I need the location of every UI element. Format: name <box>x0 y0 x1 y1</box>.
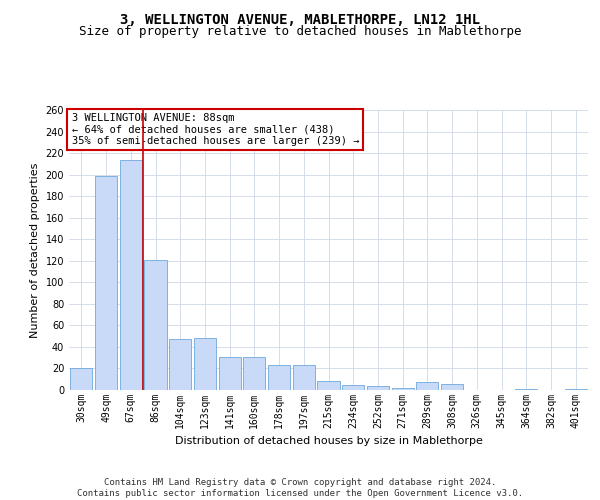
Y-axis label: Number of detached properties: Number of detached properties <box>30 162 40 338</box>
Bar <box>317 382 340 390</box>
Text: 3 WELLINGTON AVENUE: 88sqm
← 64% of detached houses are smaller (438)
35% of sem: 3 WELLINGTON AVENUE: 88sqm ← 64% of deta… <box>71 113 359 146</box>
Bar <box>392 388 414 390</box>
Bar <box>145 260 167 390</box>
Bar <box>293 365 315 390</box>
Text: Contains HM Land Registry data © Crown copyright and database right 2024.
Contai: Contains HM Land Registry data © Crown c… <box>77 478 523 498</box>
Text: 3, WELLINGTON AVENUE, MABLETHORPE, LN12 1HL: 3, WELLINGTON AVENUE, MABLETHORPE, LN12 … <box>120 12 480 26</box>
Bar <box>268 365 290 390</box>
Bar <box>416 382 439 390</box>
Bar <box>565 389 587 390</box>
Bar <box>218 356 241 390</box>
Bar <box>119 160 142 390</box>
Bar <box>70 368 92 390</box>
Bar <box>95 176 117 390</box>
Bar <box>441 384 463 390</box>
Bar <box>515 389 538 390</box>
Bar <box>243 356 265 390</box>
X-axis label: Distribution of detached houses by size in Mablethorpe: Distribution of detached houses by size … <box>175 436 482 446</box>
Bar <box>342 384 364 390</box>
Bar <box>194 338 216 390</box>
Bar <box>169 340 191 390</box>
Text: Size of property relative to detached houses in Mablethorpe: Size of property relative to detached ho… <box>79 25 521 38</box>
Bar <box>367 386 389 390</box>
